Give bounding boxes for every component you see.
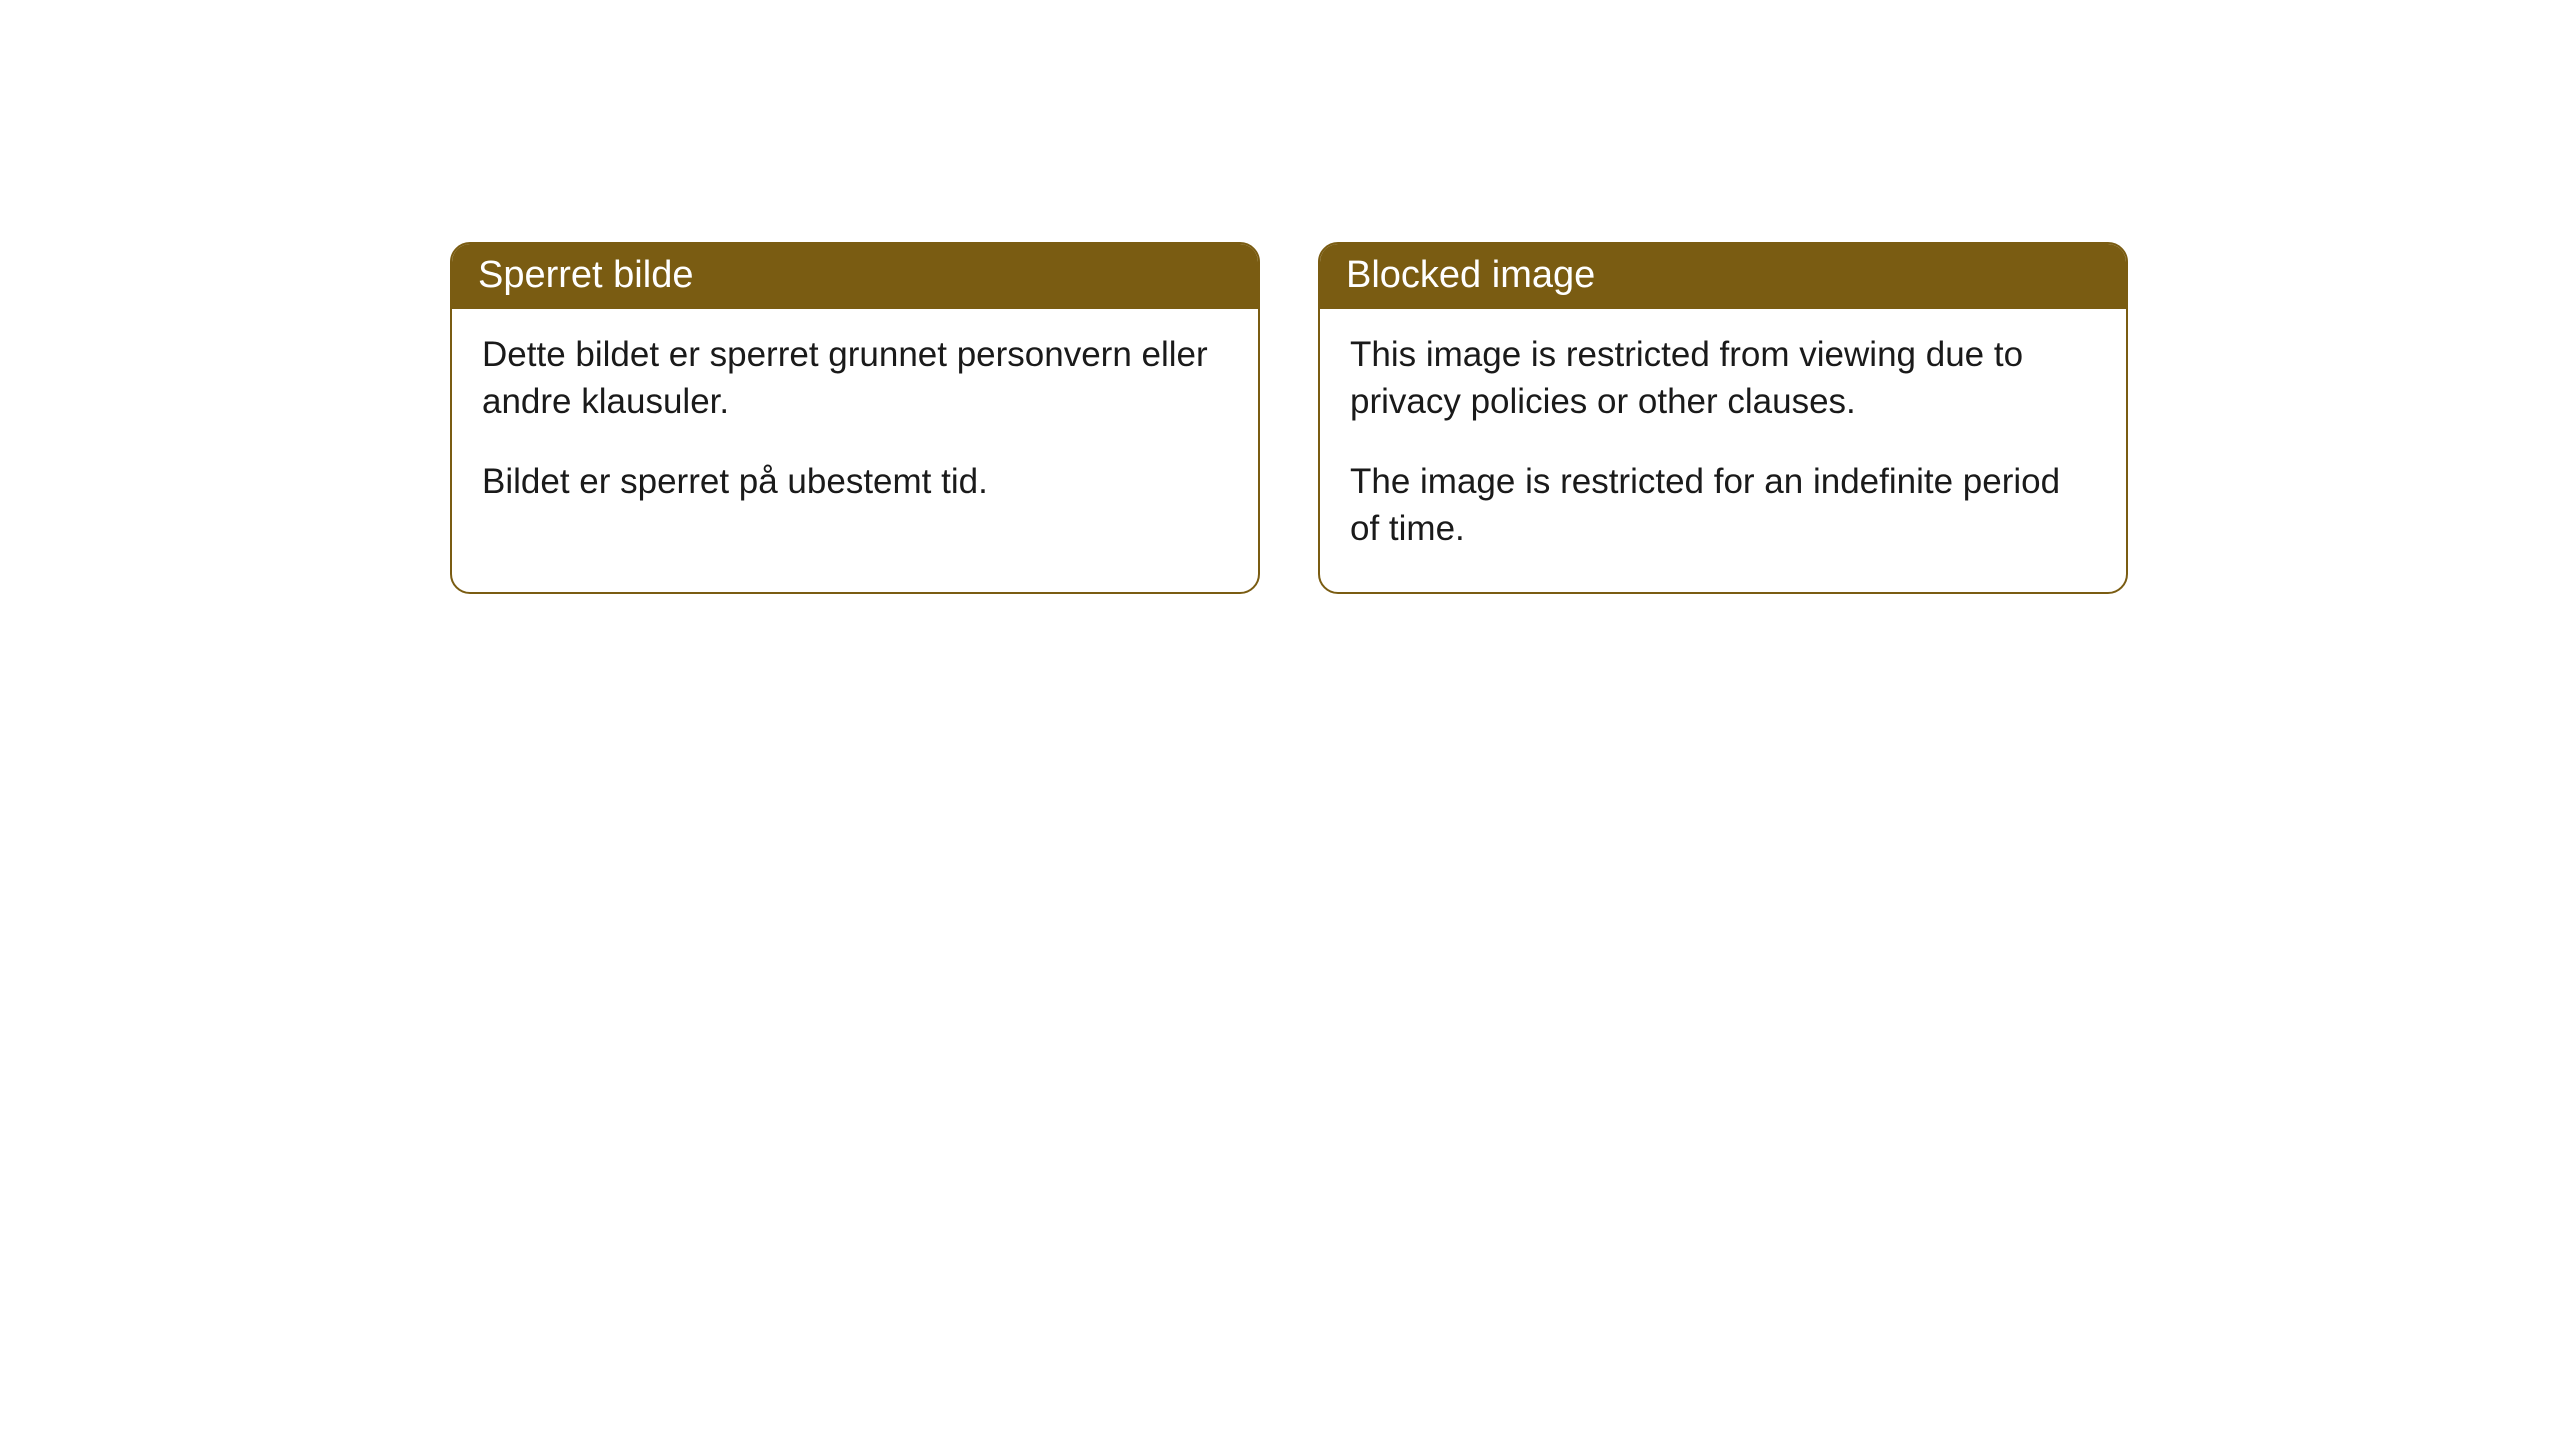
card-paragraph: This image is restricted from viewing du…: [1350, 331, 2096, 426]
card-header-norwegian: Sperret bilde: [452, 244, 1258, 309]
card-body-english: This image is restricted from viewing du…: [1320, 309, 2126, 592]
blocked-image-card-norwegian: Sperret bilde Dette bildet er sperret gr…: [450, 242, 1260, 594]
card-paragraph: The image is restricted for an indefinit…: [1350, 458, 2096, 553]
card-header-english: Blocked image: [1320, 244, 2126, 309]
card-title: Sperret bilde: [478, 254, 693, 296]
card-body-norwegian: Dette bildet er sperret grunnet personve…: [452, 309, 1258, 545]
blocked-image-card-english: Blocked image This image is restricted f…: [1318, 242, 2128, 594]
notice-cards-container: Sperret bilde Dette bildet er sperret gr…: [450, 242, 2128, 594]
card-title: Blocked image: [1346, 254, 1595, 296]
card-paragraph: Dette bildet er sperret grunnet personve…: [482, 331, 1228, 426]
card-paragraph: Bildet er sperret på ubestemt tid.: [482, 458, 1228, 505]
